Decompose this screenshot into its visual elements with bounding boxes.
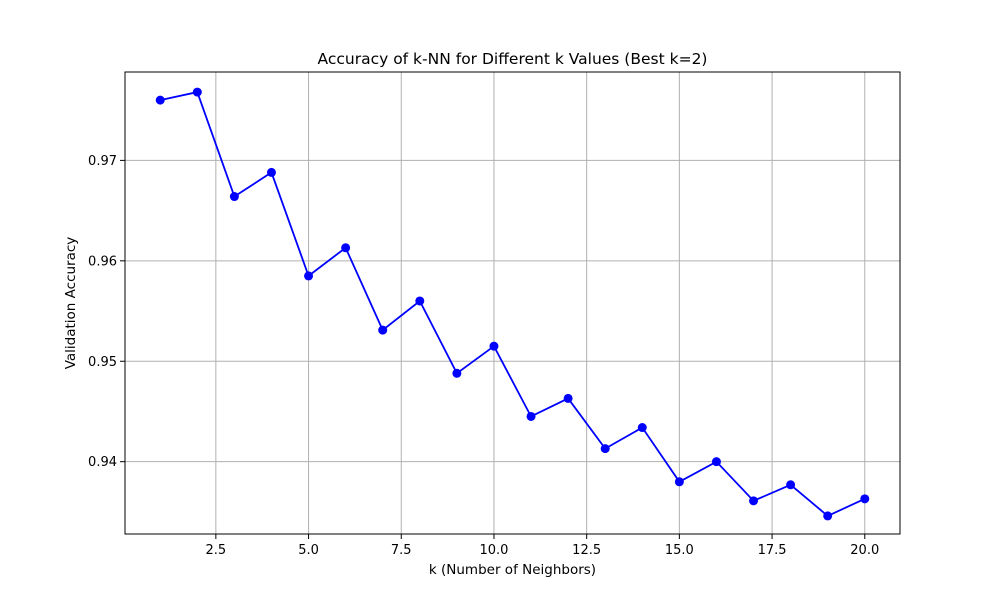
y-tick-label: 0.97 xyxy=(88,154,117,169)
data-point-marker xyxy=(266,167,276,177)
x-tick-label: 7.5 xyxy=(391,543,412,558)
data-point-marker xyxy=(415,296,425,306)
grid-lines xyxy=(125,72,900,534)
x-tick-label: 12.5 xyxy=(572,543,601,558)
data-point-marker xyxy=(749,496,759,506)
y-tick-label: 0.95 xyxy=(88,355,117,370)
plot-area xyxy=(125,72,900,534)
x-tick-label: 10.0 xyxy=(479,543,508,558)
data-point-marker xyxy=(452,368,462,378)
data-point-marker xyxy=(378,325,388,335)
data-point-marker xyxy=(823,511,833,521)
x-tick-label: 20.0 xyxy=(850,543,879,558)
data-series xyxy=(155,87,870,521)
data-point-marker xyxy=(155,95,165,105)
data-point-marker xyxy=(192,87,202,97)
data-point-marker xyxy=(304,271,314,281)
x-axis-label: k (Number of Neighbors) xyxy=(429,562,596,578)
series-line xyxy=(160,91,866,517)
data-point-marker xyxy=(600,444,610,454)
data-point-marker xyxy=(489,341,499,351)
axes-frame xyxy=(124,71,901,535)
data-point-marker xyxy=(786,480,796,490)
data-point-marker xyxy=(526,411,536,421)
y-axis-ticks: 0.94 0.95 0.96 0.97 xyxy=(88,154,125,470)
x-tick-label: 5.0 xyxy=(298,543,319,558)
y-axis-label: Validation Accuracy xyxy=(63,237,79,370)
data-point-marker xyxy=(711,457,721,467)
x-tick-label: 15.0 xyxy=(665,543,694,558)
y-tick-label: 0.96 xyxy=(88,254,117,269)
data-point-marker xyxy=(341,243,351,253)
x-tick-label: 2.5 xyxy=(206,543,227,558)
y-tick-label: 0.94 xyxy=(88,455,117,470)
data-point-marker xyxy=(674,477,684,487)
data-point-marker xyxy=(229,192,239,202)
data-point-marker xyxy=(563,393,573,403)
x-tick-label: 17.5 xyxy=(758,543,787,558)
x-axis-ticks: 2.5 5.0 7.5 10.0 12.5 15.0 17.5 20.0 xyxy=(206,534,879,558)
chart-title: Accuracy of k-NN for Different k Values … xyxy=(318,50,708,68)
data-point-marker xyxy=(637,423,647,433)
data-point-marker xyxy=(860,494,870,504)
